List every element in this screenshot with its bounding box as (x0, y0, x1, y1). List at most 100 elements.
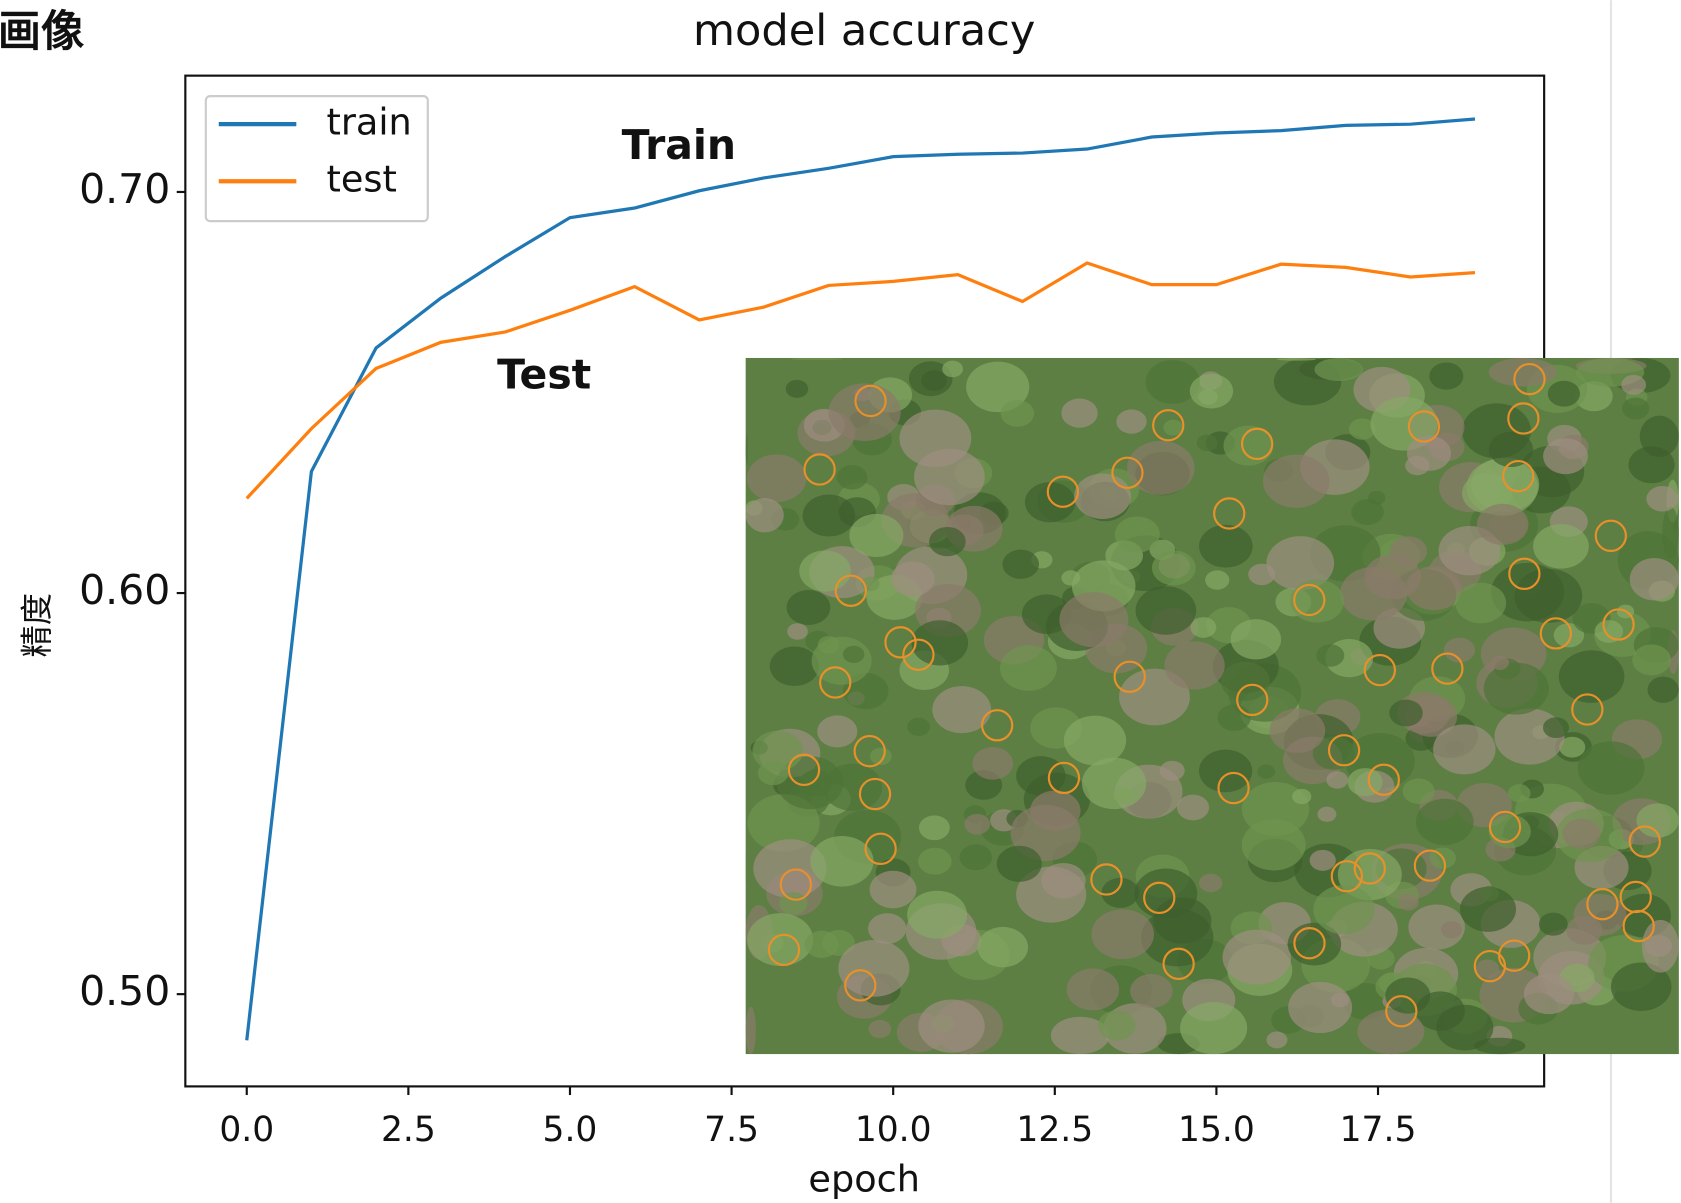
photo-texture (837, 465, 868, 489)
photo-texture (1136, 586, 1197, 634)
photo-texture (1326, 771, 1348, 788)
photo-texture (1221, 662, 1270, 701)
photo-texture (1477, 504, 1529, 545)
photo-texture (1539, 913, 1568, 936)
photo-texture (799, 550, 851, 591)
photo-texture (907, 718, 930, 736)
photo-texture (868, 1020, 891, 1038)
photo-texture (770, 647, 819, 686)
photo-texture (1357, 1009, 1424, 1054)
photo-texture (1385, 978, 1430, 1014)
legend-label: test (327, 158, 397, 201)
photo-texture (914, 449, 985, 506)
photo-texture (868, 913, 906, 944)
page: {"heading": "画像", "chart_data": {"type":… (0, 0, 1681, 1203)
photo-texture (803, 495, 855, 537)
photo-texture (1416, 799, 1474, 845)
photo-texture (799, 770, 832, 796)
aerial-photo (746, 358, 1679, 1054)
photo-texture (891, 562, 935, 597)
photo-texture (1025, 482, 1075, 522)
photo-texture (1348, 768, 1383, 796)
photo-texture (1061, 399, 1097, 428)
photo-texture (942, 361, 963, 378)
photo-texture (746, 852, 747, 884)
photo-texture (1197, 434, 1218, 451)
x-tick-label: 10.0 (855, 1110, 932, 1150)
photo-texture (787, 623, 808, 640)
photo-texture (1662, 507, 1679, 559)
photo-texture (786, 380, 808, 398)
photo-texture (1082, 758, 1146, 809)
photo-texture (810, 836, 873, 887)
photo-texture (1000, 645, 1057, 691)
photo-texture (747, 913, 813, 966)
photo-texture (1199, 874, 1222, 893)
chart: 画像 model accuracy epoch 精度 Train Test 0.… (0, 0, 1681, 1203)
photo-texture (849, 514, 903, 557)
photo-texture (1622, 398, 1649, 420)
photo-texture (1389, 700, 1422, 727)
slide-heading: 画像 (0, 7, 84, 57)
photo-texture (1059, 592, 1128, 647)
photo-texture (1543, 438, 1588, 474)
y-tick-label: 0.60 (79, 566, 170, 614)
photo-texture (1548, 381, 1580, 407)
photo-texture (1398, 894, 1419, 911)
x-tick-label: 5.0 (543, 1110, 598, 1150)
x-tick-label: 12.5 (1016, 1110, 1093, 1150)
photo-texture (1064, 716, 1126, 766)
photo-texture (753, 731, 804, 771)
photo-texture (1292, 789, 1311, 804)
photo-texture (746, 434, 748, 466)
photo-texture (929, 527, 966, 556)
photo-texture (746, 1007, 756, 1054)
photo-texture (1524, 974, 1574, 1014)
annotation: Test (497, 350, 591, 398)
photo-texture (1621, 375, 1646, 395)
photo-texture (1180, 1002, 1247, 1054)
photo-texture (1266, 1031, 1287, 1048)
y-axis-label: 精度 (18, 593, 56, 658)
chart-title: model accuracy (693, 6, 1035, 56)
photo-texture (787, 590, 831, 625)
photo-texture (1288, 982, 1352, 1033)
photo-texture (1231, 619, 1281, 659)
photo-texture (1566, 916, 1602, 945)
photo-texture (1433, 724, 1495, 774)
photo-texture (1480, 886, 1499, 901)
photo-texture (1001, 400, 1035, 427)
photo-texture (1002, 550, 1039, 579)
photo-texture (997, 846, 1042, 882)
photo-texture (1429, 362, 1463, 389)
photo-texture (1640, 416, 1679, 457)
photo-texture (918, 999, 985, 1052)
photo-texture (1647, 677, 1678, 703)
photo-texture (1223, 930, 1292, 985)
photo-texture (921, 370, 947, 391)
photo-texture (1489, 358, 1557, 387)
photo-texture (1562, 819, 1600, 849)
photo-texture (1152, 550, 1196, 585)
photo-texture (1632, 644, 1671, 675)
photo-texture (1441, 921, 1462, 938)
photo-texture (1270, 708, 1326, 753)
photo-texture (1127, 441, 1195, 495)
photo-texture (791, 358, 843, 360)
photo-texture (1646, 486, 1678, 511)
photo-texture (972, 747, 1013, 780)
y-tick-label: 0.50 (79, 967, 170, 1015)
photo-texture (1543, 717, 1569, 738)
photo-texture (1198, 389, 1217, 405)
photo-texture (1248, 564, 1275, 586)
photo-texture (1164, 641, 1224, 689)
photo-texture (907, 891, 967, 939)
photo-texture (1313, 885, 1374, 934)
photo-texture (1533, 524, 1589, 569)
photo-texture (1074, 473, 1131, 518)
photo-texture (1091, 909, 1154, 959)
photo-texture (978, 927, 1028, 967)
photo-texture (1277, 358, 1316, 361)
photo-texture (918, 848, 952, 875)
x-tick-label: 15.0 (1178, 1110, 1255, 1150)
